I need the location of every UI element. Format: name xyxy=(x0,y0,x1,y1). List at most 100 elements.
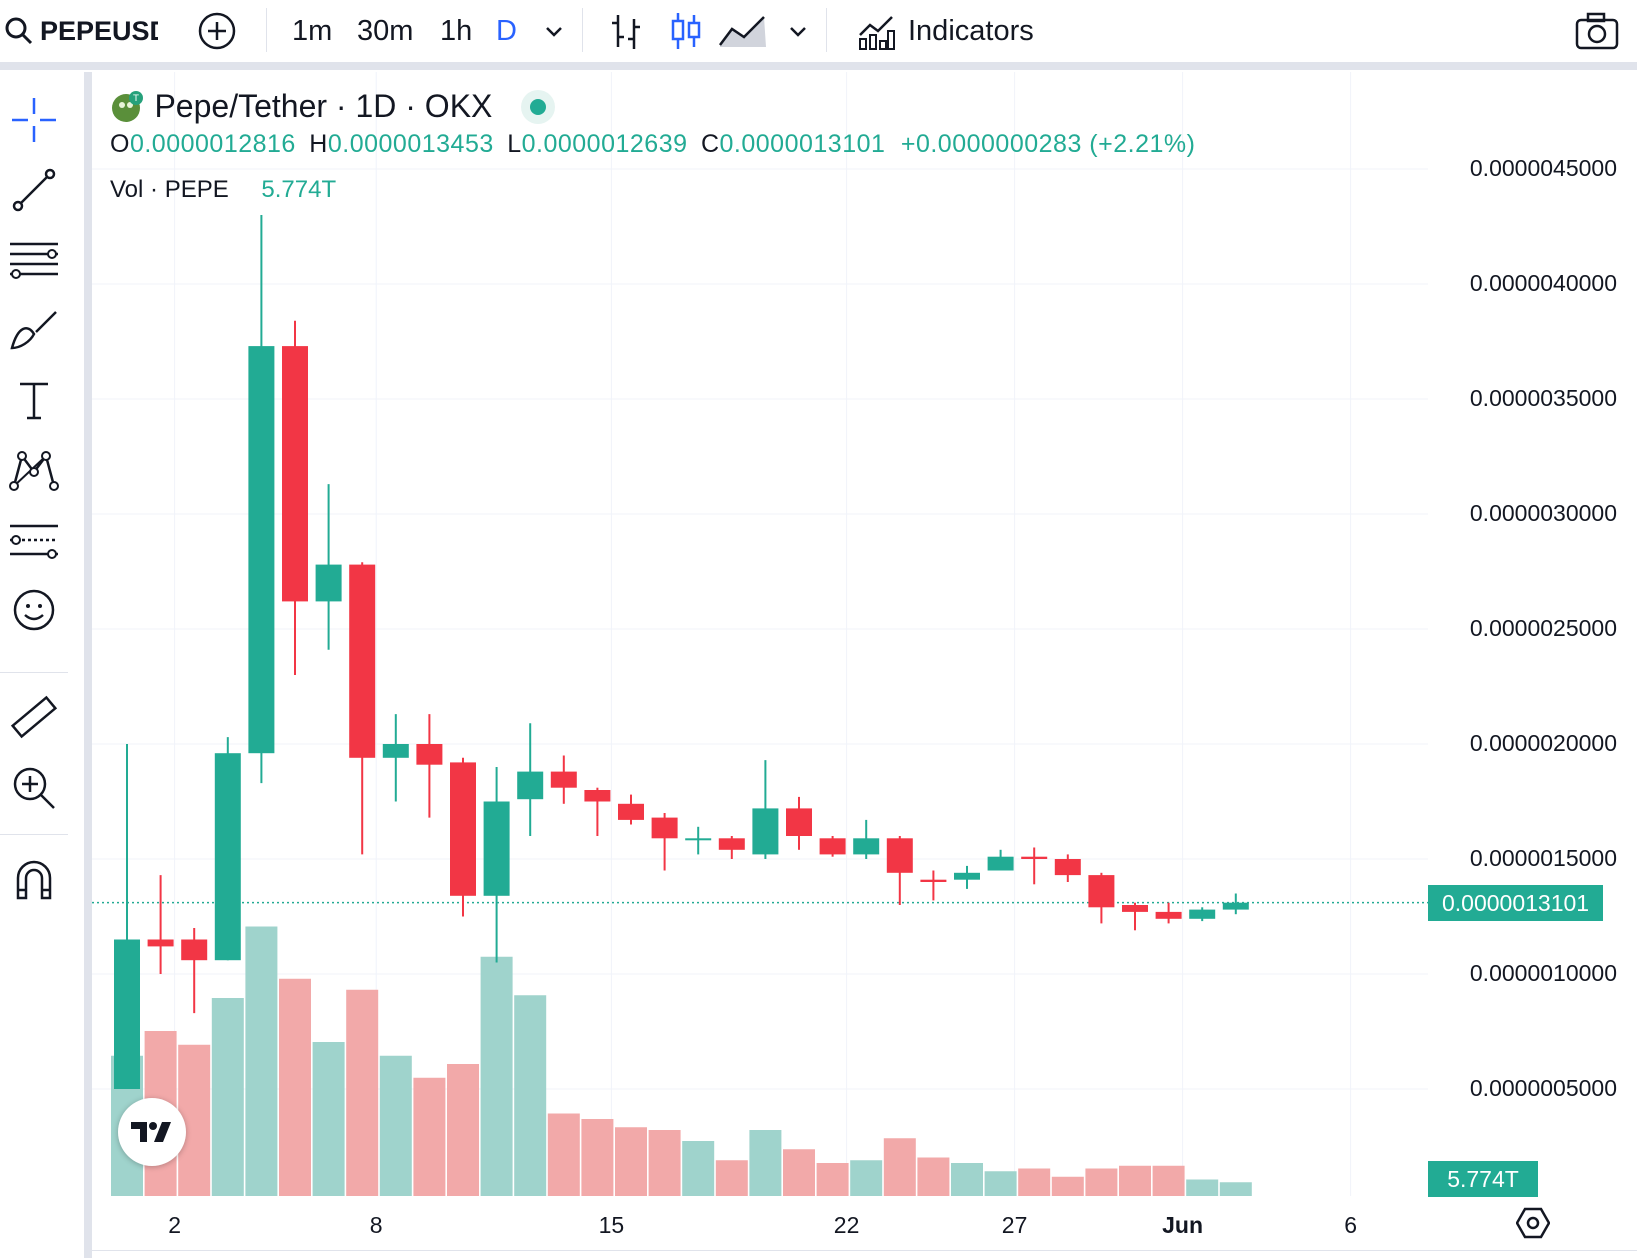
low-key: L xyxy=(507,130,522,158)
volume-bar xyxy=(715,1160,748,1196)
volume-bar xyxy=(379,1055,412,1196)
price-tick-label: 0.0000045000 xyxy=(1469,155,1617,181)
candle-body xyxy=(416,744,443,765)
text-icon xyxy=(20,382,48,420)
candle-body xyxy=(1122,905,1148,912)
chart-bottom-border xyxy=(92,1250,1637,1251)
price-tick-label: 0.0000040000 xyxy=(1469,270,1617,296)
camera-icon xyxy=(1575,12,1619,50)
volume-bar xyxy=(1018,1168,1051,1196)
trend-line-tool[interactable] xyxy=(6,162,62,218)
volume-bar xyxy=(245,926,278,1196)
volume-bar xyxy=(1051,1176,1084,1196)
crosshair-tool[interactable] xyxy=(6,92,62,148)
brush-icon xyxy=(10,311,57,350)
candle-body xyxy=(853,838,880,855)
trend-line-icon xyxy=(12,168,56,212)
high-value: 0.0000013453 xyxy=(327,130,494,158)
volume-bar xyxy=(951,1163,983,1196)
search-icon xyxy=(5,17,33,45)
volume-bar xyxy=(413,1077,446,1196)
emoji-tool[interactable] xyxy=(6,582,62,638)
chevron-down-icon xyxy=(790,27,806,37)
candle-body xyxy=(752,808,779,855)
change-value: +0.0000000283 (+2.21%) xyxy=(900,130,1196,158)
fib-tool[interactable] xyxy=(6,232,62,288)
projection-icon xyxy=(10,524,58,559)
last-price-tag: 0.0000013101 xyxy=(1428,884,1604,921)
tradingview-logo-icon xyxy=(131,1122,171,1142)
magnet-tool[interactable] xyxy=(6,852,62,908)
interval-30m[interactable]: 30m xyxy=(357,14,414,47)
volume-bar xyxy=(783,1149,815,1196)
pattern-tool[interactable] xyxy=(6,442,62,498)
symbol-label: PEPEUSD xyxy=(40,15,158,46)
interval-d[interactable]: D xyxy=(496,14,517,47)
volume-bar xyxy=(1119,1165,1151,1196)
drawing-toolbar xyxy=(0,72,84,1258)
chart-title[interactable]: Pepe/Tether · 1D · OKX xyxy=(154,88,493,124)
open-key: O xyxy=(110,130,130,158)
brush-tool[interactable] xyxy=(6,302,62,358)
interval-1m[interactable]: 1m xyxy=(292,14,333,47)
indicators-button[interactable]: Indicators xyxy=(856,0,1034,62)
candles-chart-type-button[interactable] xyxy=(668,0,704,62)
volume-bar xyxy=(883,1138,916,1196)
toolbar-divider xyxy=(826,8,827,52)
candle-body xyxy=(1222,902,1249,910)
interval-1h[interactable]: 1h xyxy=(440,14,473,47)
symbol-search[interactable]: PEPEUSD xyxy=(4,0,158,62)
time-tick-label: 2 xyxy=(168,1212,181,1238)
chart-legend: T Pepe/Tether · 1D · OKX xyxy=(110,88,555,125)
price-tick-label: 0.0000035000 xyxy=(1469,385,1617,411)
interval-dropdown[interactable] xyxy=(542,0,566,62)
tradingview-logo[interactable] xyxy=(118,1098,186,1166)
high-key: H xyxy=(309,130,328,158)
candle-body xyxy=(1088,875,1115,908)
market-status-indicator[interactable] xyxy=(520,89,555,124)
text-tool[interactable] xyxy=(6,372,62,428)
crosshair-icon xyxy=(12,98,56,142)
candle-body xyxy=(450,762,476,896)
compare-add-button[interactable] xyxy=(197,0,237,62)
candle-body xyxy=(114,939,140,1089)
candle-body xyxy=(1155,911,1182,919)
candles-icon xyxy=(671,13,701,49)
magnet-icon xyxy=(16,860,52,900)
volume-bar xyxy=(447,1064,479,1196)
forecast-tool[interactable] xyxy=(6,512,62,568)
measure-tool[interactable] xyxy=(6,690,62,746)
toolbar-divider xyxy=(0,672,68,673)
volume-bar xyxy=(648,1130,681,1196)
candlesticks xyxy=(114,215,1249,1089)
screenshot-button[interactable] xyxy=(1574,0,1620,62)
volume-bar xyxy=(547,1113,580,1196)
svg-text:T: T xyxy=(132,94,139,104)
price-tick-label: 0.0000015000 xyxy=(1469,845,1617,871)
volume-bar xyxy=(514,995,547,1196)
volume-bar xyxy=(749,1130,782,1196)
zoom-in-tool[interactable] xyxy=(6,760,62,816)
volume-legend[interactable]: Vol · PEPE 5.774T xyxy=(110,176,336,204)
area-chart-type-button[interactable] xyxy=(718,0,768,62)
plus-circle-icon xyxy=(198,12,236,50)
ruler-icon xyxy=(10,695,58,739)
pattern-icon xyxy=(9,451,59,491)
low-value: 0.0000012639 xyxy=(521,130,688,158)
candle-body xyxy=(382,744,409,758)
chart-settings-button[interactable] xyxy=(1515,1206,1551,1245)
volume-tag: 5.774T xyxy=(1428,1161,1538,1197)
volume-bar xyxy=(1152,1165,1185,1196)
candle-body xyxy=(349,564,376,758)
candle-body xyxy=(886,838,913,873)
indicators-label: Indicators xyxy=(908,14,1034,47)
volume-bar xyxy=(581,1119,614,1196)
top-toolbar: PEPEUSD 1m 30m 1h D Indicators xyxy=(0,0,1637,70)
price-tick-label: 0.0000030000 xyxy=(1469,500,1617,526)
time-tick-label: 8 xyxy=(369,1212,383,1238)
horizontal-lines-icon xyxy=(10,242,58,279)
chart-type-dropdown[interactable] xyxy=(786,0,810,62)
price-tick-label: 0.0000010000 xyxy=(1469,960,1617,986)
status-dot xyxy=(529,98,546,115)
bar-chart-type-button[interactable] xyxy=(608,0,644,62)
